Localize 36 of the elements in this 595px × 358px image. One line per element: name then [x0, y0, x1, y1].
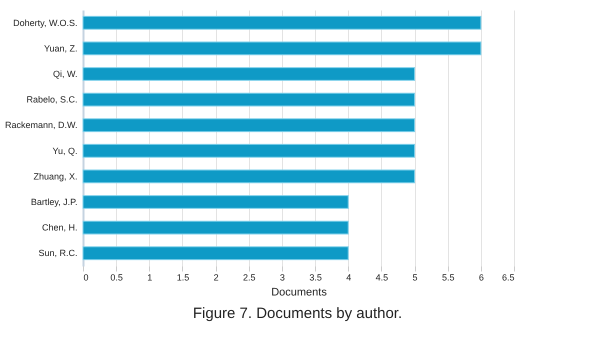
- x-tick-label: 4.5: [376, 272, 388, 282]
- x-tick-label: 2: [214, 272, 219, 282]
- y-tick-label: Yu, Q.: [52, 146, 78, 156]
- x-tick-label: 5: [412, 272, 418, 282]
- y-tick-label: Rabelo, S.C.: [26, 94, 78, 105]
- bar: [82, 67, 416, 81]
- bar: [82, 195, 349, 209]
- y-tick-label: Doherty, W.O.S.: [13, 18, 78, 28]
- y-tick-label: Qi, W.: [53, 69, 78, 79]
- y-tick-label: Sun, R.C.: [38, 248, 78, 258]
- x-tick-label: 5.5: [442, 272, 454, 282]
- x-tick-label: 0.5: [110, 272, 123, 282]
- x-tick-label: 0: [84, 272, 89, 282]
- bar: [82, 220, 349, 234]
- x-tick-label: 3: [280, 272, 285, 282]
- bar: [82, 92, 416, 106]
- bar: [82, 170, 416, 184]
- x-axis-title: Documents: [271, 286, 328, 298]
- x-tick-label: 6: [478, 272, 484, 282]
- x-tick-label: 2.5: [243, 272, 256, 282]
- y-tick-label: Yuan, Z.: [44, 43, 78, 54]
- caption: Figure 7. Documents by author.: [192, 305, 404, 322]
- bar: [82, 144, 416, 158]
- y-tick-label: Chen, H.: [42, 222, 78, 233]
- y-tick-label: Rackemann, D.W.: [4, 120, 78, 130]
- bar: [82, 246, 349, 260]
- y-tick-label: Bartley, J.P.: [30, 197, 78, 207]
- x-tick-label: 6.5: [502, 272, 514, 282]
- x-tick-label: 4: [346, 272, 352, 282]
- x-tick-label: 1.5: [176, 272, 190, 282]
- bar: [82, 118, 416, 132]
- y-tick-label: Zhuang, X.: [33, 171, 78, 182]
- x-tick-label: 3.5: [309, 272, 322, 282]
- bar: [82, 16, 482, 30]
- x-tick-label: 1: [147, 272, 152, 282]
- bar: [82, 42, 482, 56]
